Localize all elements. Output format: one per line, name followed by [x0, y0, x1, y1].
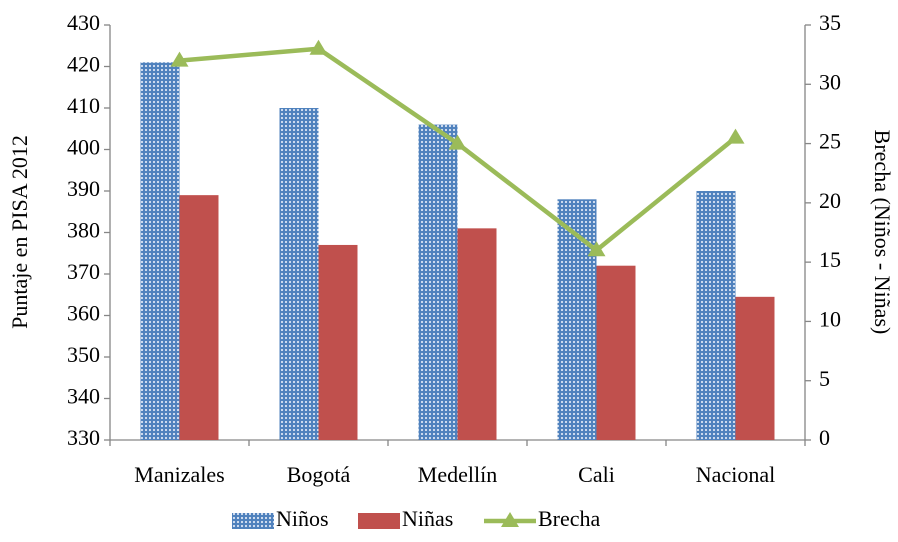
- bar: [457, 228, 497, 440]
- x-tick-label: Bogotá: [287, 462, 351, 487]
- y-axis-title: Puntaje en PISA 2012: [7, 135, 32, 329]
- y-tick-label: 380: [67, 218, 100, 243]
- y-tick-label: 390: [67, 176, 100, 201]
- y2-tick-label: 15: [819, 247, 841, 272]
- legend-swatch: [358, 513, 400, 529]
- y-tick-label: 360: [67, 301, 100, 326]
- legend-label: Niñas: [402, 506, 453, 531]
- y-tick-label: 410: [67, 93, 100, 118]
- y-tick-label: 330: [67, 425, 100, 450]
- y2-tick-label: 5: [819, 366, 830, 391]
- bar: [696, 191, 736, 440]
- bar: [318, 244, 358, 440]
- bar: [179, 195, 219, 440]
- y-tick-label: 420: [67, 52, 100, 77]
- bar: [418, 124, 458, 440]
- legend-marker: [501, 512, 519, 527]
- bar: [596, 265, 636, 440]
- x-tick-label: Nacional: [696, 462, 775, 487]
- bar: [735, 296, 775, 440]
- x-tick-label: Cali: [578, 462, 615, 487]
- y-tick-label: 430: [67, 10, 100, 35]
- y-tick-label: 340: [67, 384, 100, 409]
- marker: [726, 128, 745, 144]
- marker: [587, 241, 606, 257]
- y-tick-label: 370: [67, 259, 100, 284]
- legend-label: Niños: [276, 506, 329, 531]
- y2-tick-label: 20: [819, 188, 841, 213]
- marker: [309, 39, 328, 55]
- y2-tick-label: 10: [819, 306, 841, 331]
- y-tick-label: 400: [67, 135, 100, 160]
- bar: [140, 62, 180, 440]
- legend-swatch: [232, 513, 274, 529]
- bar: [557, 199, 597, 440]
- y2-tick-label: 0: [819, 425, 830, 450]
- y2-tick-label: 25: [819, 129, 841, 154]
- bar: [279, 108, 319, 440]
- y2-axis-title: Brecha (Niños - Niñas): [870, 130, 895, 335]
- y2-tick-label: 30: [819, 69, 841, 94]
- y-tick-label: 350: [67, 342, 100, 367]
- x-tick-label: Manizales: [134, 462, 224, 487]
- y2-tick-label: 35: [819, 10, 841, 35]
- x-tick-label: Medellín: [418, 462, 497, 487]
- marker: [448, 134, 467, 150]
- marker: [170, 51, 189, 67]
- legend-label: Brecha: [538, 506, 601, 531]
